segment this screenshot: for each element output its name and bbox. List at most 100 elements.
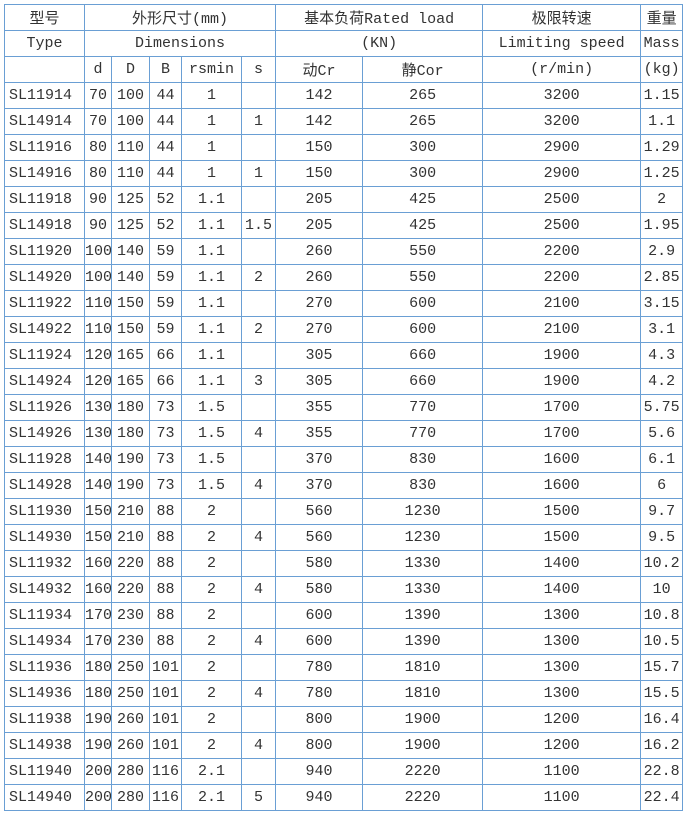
cell: 165 [111, 368, 150, 395]
cell: 6.1 [640, 446, 684, 473]
cell: d [84, 56, 112, 83]
data-row: SL11936 180 250 101 2 780 1810 1300 15.7 [4, 654, 684, 681]
cell: 22.8 [640, 758, 684, 785]
cell: 1300 [482, 680, 642, 707]
cell: 16.2 [640, 732, 684, 759]
cell: 300 [362, 134, 484, 161]
cell: 2200 [482, 264, 642, 291]
cell: 250 [111, 680, 150, 707]
cell [240, 186, 277, 213]
cell: 1.1 [640, 108, 684, 135]
cell: 270 [275, 316, 364, 343]
cell: 1.5 [181, 394, 242, 421]
cell: 116 [149, 758, 182, 785]
cell: SL11932 [4, 550, 85, 577]
cell: 16.4 [640, 706, 684, 733]
data-row: SL14922 110 150 59 1.1 2 270 600 2100 3.1 [4, 316, 684, 343]
cell: 44 [149, 134, 182, 161]
cell: 1.1 [181, 316, 242, 343]
cell: 1390 [362, 602, 484, 629]
cell: 205 [275, 212, 364, 239]
cell: 600 [275, 628, 364, 655]
header-row: 型号 外形尺寸(mm) 基本负荷Rated load 极限转速 重量 [4, 4, 684, 31]
cell: 660 [362, 368, 484, 395]
cell: SL14920 [4, 264, 85, 291]
data-row: SL11926 130 180 73 1.5 355 770 1700 5.75 [4, 394, 684, 421]
cell: SL11918 [4, 186, 85, 213]
cell: 205 [275, 186, 364, 213]
data-row: SL11924 120 165 66 1.1 305 660 1900 4.3 [4, 342, 684, 369]
cell: 88 [149, 576, 182, 603]
data-row: SL11914 70 100 44 1 142 265 3200 1.15 [4, 82, 684, 109]
cell: 580 [275, 576, 364, 603]
cell: 80 [84, 134, 112, 161]
cell: 250 [111, 654, 150, 681]
cell: 780 [275, 680, 364, 707]
cell: 66 [149, 368, 182, 395]
cell: 580 [275, 550, 364, 577]
cell: SL14922 [4, 316, 85, 343]
cell: 2 [181, 498, 242, 525]
data-row: SL11938 190 260 101 2 800 1900 1200 16.4 [4, 706, 684, 733]
cell: 190 [84, 732, 112, 759]
cell: 动Cr [275, 56, 364, 83]
cell: 100 [111, 82, 150, 109]
cell: 560 [275, 498, 364, 525]
cell: 830 [362, 472, 484, 499]
data-row: SL11918 90 125 52 1.1 205 425 2500 2 [4, 186, 684, 213]
data-row: SL14928 140 190 73 1.5 4 370 830 1600 6 [4, 472, 684, 499]
cell: 73 [149, 446, 182, 473]
cell: SL14916 [4, 160, 85, 187]
cell: 44 [149, 82, 182, 109]
cell: 2.85 [640, 264, 684, 291]
cell: 150 [111, 290, 150, 317]
cell: 静Cor [362, 56, 484, 83]
cell [240, 82, 277, 109]
cell: 88 [149, 602, 182, 629]
cell: SL14930 [4, 524, 85, 551]
cell: 101 [149, 732, 182, 759]
cell: 3200 [482, 82, 642, 109]
data-row: SL14926 130 180 73 1.5 4 355 770 1700 5.6 [4, 420, 684, 447]
cell: 101 [149, 706, 182, 733]
cell: 190 [111, 446, 150, 473]
table-body: 型号 外形尺寸(mm) 基本负荷Rated load 极限转速 重量 Type … [4, 4, 684, 811]
cell: 88 [149, 498, 182, 525]
cell: 142 [275, 108, 364, 135]
cell: 22.4 [640, 784, 684, 811]
cell: 200 [84, 758, 112, 785]
cell: 2 [181, 550, 242, 577]
cell [240, 550, 277, 577]
cell: 1 [181, 82, 242, 109]
cell: 355 [275, 420, 364, 447]
cell: 370 [275, 472, 364, 499]
data-row: SL14930 150 210 88 2 4 560 1230 1500 9.5 [4, 524, 684, 551]
cell: (kg) [640, 56, 684, 83]
cell: 1.29 [640, 134, 684, 161]
cell: 80 [84, 160, 112, 187]
cell: 370 [275, 446, 364, 473]
cell: 100 [84, 238, 112, 265]
cell [240, 706, 277, 733]
cell: 150 [84, 524, 112, 551]
cell: SL14926 [4, 420, 85, 447]
cell: 88 [149, 550, 182, 577]
header-cell: Limiting speed [482, 30, 642, 57]
header-cell [4, 56, 85, 83]
cell: 1.5 [181, 420, 242, 447]
data-row: SL11940 200 280 116 2.1 940 2220 1100 22.8 [4, 758, 684, 785]
data-row: SL14918 90 125 52 1.1 1.5 205 425 2500 1.95 [4, 212, 684, 239]
cell: 230 [111, 602, 150, 629]
data-row: SL11928 140 190 73 1.5 370 830 1600 6.1 [4, 446, 684, 473]
cell: 140 [84, 446, 112, 473]
cell: 780 [275, 654, 364, 681]
cell: 2 [240, 316, 277, 343]
cell: 165 [111, 342, 150, 369]
cell: 44 [149, 160, 182, 187]
cell: 2200 [482, 238, 642, 265]
cell: 550 [362, 264, 484, 291]
cell: SL11940 [4, 758, 85, 785]
cell: 5 [240, 784, 277, 811]
cell: SL11926 [4, 394, 85, 421]
